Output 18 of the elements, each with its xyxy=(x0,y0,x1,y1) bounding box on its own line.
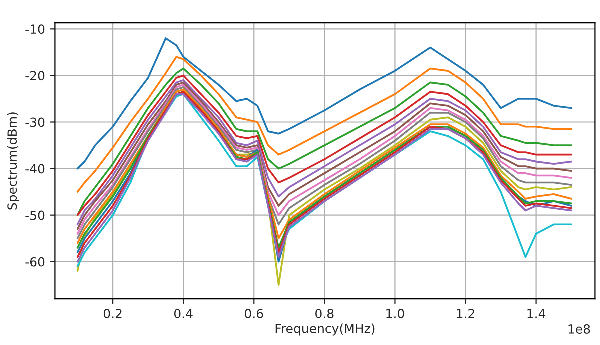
x-tick-label: 1.2 xyxy=(457,309,474,318)
y-tick-label: -40 xyxy=(26,164,45,174)
line-series xyxy=(76,38,572,170)
y-tick-label: -30 xyxy=(26,118,45,128)
x-tick-label: 0.4 xyxy=(174,309,193,319)
line-series xyxy=(76,56,572,193)
text: 1e8 xyxy=(568,324,590,334)
y-tick-label: -50 xyxy=(26,210,45,220)
y-tick-label: -60 xyxy=(26,257,45,267)
y-tick-label: -20 xyxy=(26,71,45,81)
x-tick-label: 0.2 xyxy=(104,309,122,319)
x-tick-label: 0.6 xyxy=(245,309,264,319)
x-tick-label: 0.8 xyxy=(316,309,334,319)
y-tick-label: -10 xyxy=(26,24,45,34)
x-axis-title: Frequency(MHz) xyxy=(276,324,375,336)
x-tick-label: 1.4 xyxy=(528,309,546,318)
x-tick-label: 1.0 xyxy=(386,309,404,319)
y-axis-title: Spectrum(dBm) xyxy=(7,112,20,210)
